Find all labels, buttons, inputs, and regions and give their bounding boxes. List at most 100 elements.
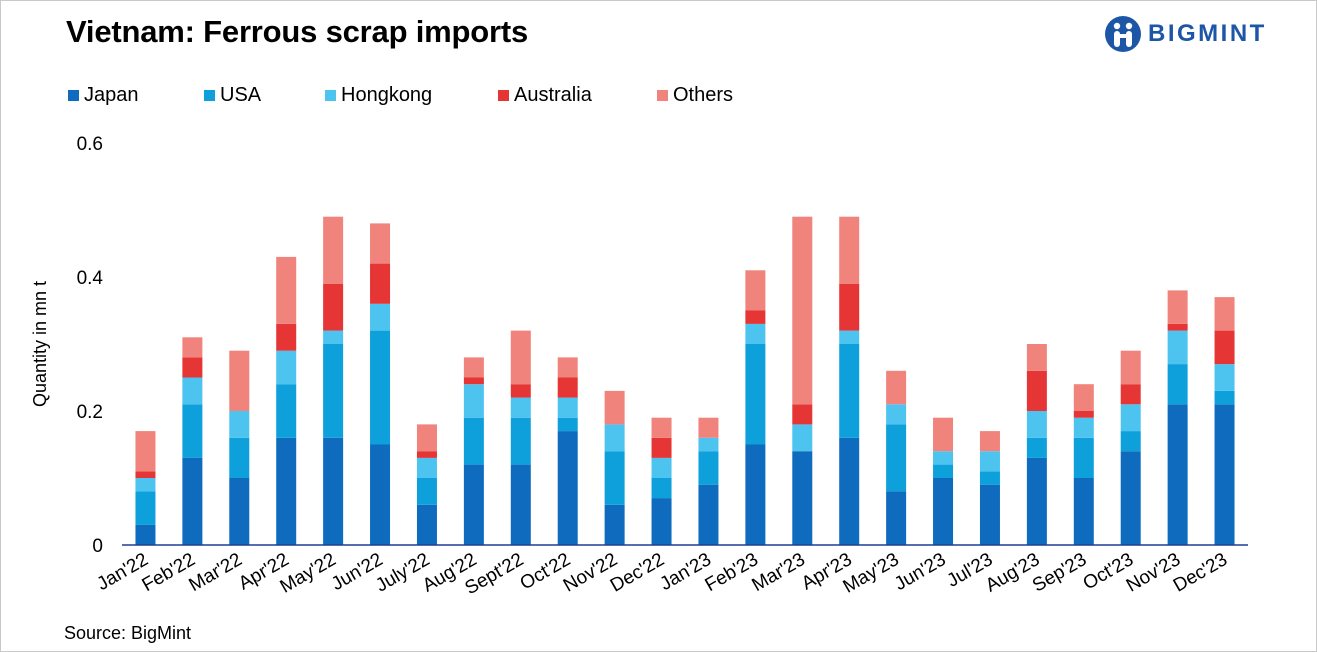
bar-segment-japan xyxy=(1120,451,1141,545)
chart-title: Vietnam: Ferrous scrap imports xyxy=(66,14,529,49)
bar-segment-hongkong xyxy=(1120,404,1141,432)
bigmint-logo: BIGMINT xyxy=(1103,14,1303,54)
bar-segment-usa xyxy=(651,478,672,499)
bar-segment-others xyxy=(510,330,531,385)
bar-segment-hongkong xyxy=(229,411,250,438)
bar-segment-others xyxy=(651,417,672,438)
bar-segment-japan xyxy=(1167,404,1188,545)
legend-item-hongkong: Hongkong xyxy=(325,84,432,107)
bar-segment-usa xyxy=(229,437,250,478)
bar-segment-usa xyxy=(886,424,907,492)
y-tick-label: 0 xyxy=(92,536,103,557)
bar-segment-usa xyxy=(698,451,719,485)
bar-segment-australia xyxy=(370,263,391,304)
y-tick-label: 0.2 xyxy=(77,402,103,423)
bar-segment-japan xyxy=(463,464,484,545)
bar-segment-japan xyxy=(557,431,578,545)
legend-label-hongkong: Hongkong xyxy=(341,84,433,106)
bar-segment-hongkong xyxy=(651,457,672,478)
bar-segment-others xyxy=(370,223,391,264)
bar-segment-japan xyxy=(886,491,907,545)
bar-segment-australia xyxy=(1073,411,1094,418)
bar-segment-others xyxy=(698,417,719,438)
bar-segment-japan xyxy=(604,504,625,545)
bar-segment-usa xyxy=(463,417,484,465)
bar-segment-hongkong xyxy=(604,424,625,452)
bar-segment-others xyxy=(1073,384,1094,411)
bar-segment-australia xyxy=(651,437,672,458)
bar-segment-hongkong xyxy=(557,397,578,418)
bar-segment-hongkong xyxy=(323,330,344,344)
bar-segment-others xyxy=(933,417,954,452)
x-tick-label: Dec'22 xyxy=(607,549,668,596)
legend-label-japan: Japan xyxy=(84,84,139,106)
x-tick-label: Nov'23 xyxy=(1123,549,1184,596)
bar-segment-hongkong xyxy=(182,377,203,405)
x-tick-label: Jun'23 xyxy=(891,549,949,595)
bar-segment-australia xyxy=(557,377,578,398)
x-tick-label: Feb'23 xyxy=(702,549,762,596)
bar-segment-japan xyxy=(651,498,672,545)
bar-segment-hongkong xyxy=(979,451,1000,472)
bar-segment-japan xyxy=(1214,404,1235,545)
legend-label-others: Others xyxy=(673,84,734,106)
bar-segment-hongkong xyxy=(839,330,860,344)
legend-swatch-australia xyxy=(498,90,509,101)
legend-label-australia: Australia xyxy=(514,84,592,106)
bar-segment-japan xyxy=(370,444,391,545)
bar-segment-australia xyxy=(1026,370,1047,411)
bar-segment-usa xyxy=(1073,437,1094,478)
bar-segment-usa xyxy=(323,344,344,438)
bar-segment-hongkong xyxy=(886,404,907,425)
bar-segment-hongkong xyxy=(1167,330,1188,365)
bar-segment-others xyxy=(604,390,625,425)
bar-segment-others xyxy=(416,424,437,452)
legend-item-usa: USA xyxy=(204,84,261,107)
bar-segment-australia xyxy=(1167,323,1188,331)
bar-segment-australia xyxy=(463,377,484,385)
bar-segment-hongkong xyxy=(933,451,954,465)
bar-segment-australia xyxy=(839,283,860,331)
bar-segment-others xyxy=(463,357,484,378)
bar-segment-others xyxy=(886,370,907,405)
bar-segment-others xyxy=(323,216,344,284)
bar-segment-others xyxy=(135,431,156,472)
bar-segment-usa xyxy=(1120,431,1141,452)
bar-segment-japan xyxy=(229,478,250,545)
bar-segment-australia xyxy=(182,357,203,378)
bigmint-logo-icon xyxy=(1105,16,1141,52)
bar-segment-others xyxy=(839,216,860,284)
bar-segment-australia xyxy=(792,404,813,425)
bar-segment-japan xyxy=(323,437,344,545)
bar-segment-japan xyxy=(135,524,156,545)
bar-segment-usa xyxy=(1214,390,1235,405)
bar-segment-usa xyxy=(745,344,766,445)
bar-segment-usa xyxy=(604,451,625,505)
bar-segment-others xyxy=(745,270,766,311)
bar-segment-usa xyxy=(557,417,578,432)
legend-swatch-usa xyxy=(204,90,215,101)
bar-segment-australia xyxy=(510,384,531,398)
bar-segment-others xyxy=(1214,297,1235,331)
bar-segment-japan xyxy=(510,464,531,545)
x-tick-label: Mar'22 xyxy=(186,549,246,596)
bar-segment-japan xyxy=(1026,457,1047,545)
x-tick-label: Feb'22 xyxy=(139,549,199,596)
bar-segment-hongkong xyxy=(276,350,297,385)
bar-segment-hongkong xyxy=(745,323,766,344)
bar-segment-usa xyxy=(182,404,203,458)
legend-label-usa: USA xyxy=(220,84,262,106)
bar-segment-usa xyxy=(839,344,860,438)
legend-item-japan: Japan xyxy=(68,84,139,107)
bar-segment-japan xyxy=(416,504,437,545)
x-tick-label: Jan'23 xyxy=(656,549,714,595)
x-tick-label: Dec'23 xyxy=(1170,549,1231,596)
bar-segment-others xyxy=(229,350,250,411)
x-tick-label: Aug'23 xyxy=(982,549,1043,596)
bar-segment-japan xyxy=(698,484,719,545)
x-tick-label: Nov'22 xyxy=(560,549,621,596)
bar-segment-usa xyxy=(135,491,156,525)
bar-segment-hongkong xyxy=(698,437,719,452)
bar-segment-hongkong xyxy=(416,457,437,478)
bar-segment-others xyxy=(276,256,297,324)
